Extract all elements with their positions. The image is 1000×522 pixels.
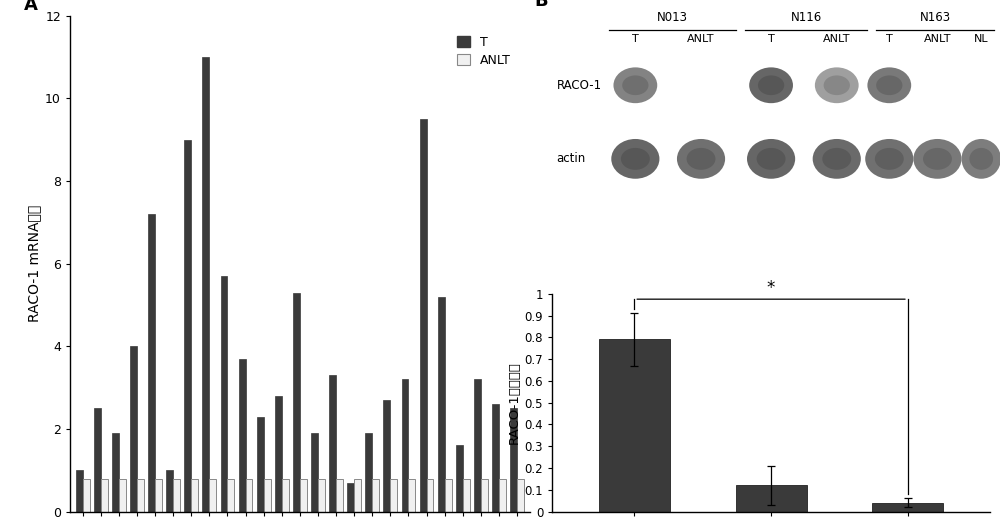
Bar [257, 417, 264, 512]
Bar [275, 396, 282, 512]
Bar [390, 479, 397, 512]
Bar [311, 433, 318, 512]
Text: N116: N116 [790, 10, 822, 23]
Text: A: A [24, 0, 38, 14]
Text: NL: NL [974, 33, 989, 43]
Ellipse shape [865, 139, 913, 179]
Text: *: * [767, 279, 775, 297]
Ellipse shape [822, 148, 851, 170]
Bar [239, 359, 246, 512]
Bar [510, 408, 517, 512]
Bar [191, 479, 198, 512]
Bar [336, 479, 343, 512]
Bar [300, 479, 307, 512]
Bar [463, 479, 470, 512]
Bar [492, 404, 499, 512]
Bar [599, 339, 670, 512]
Ellipse shape [747, 139, 795, 179]
Bar [354, 479, 361, 512]
Bar [365, 433, 372, 512]
Bar [456, 445, 463, 512]
Bar [227, 479, 234, 512]
Bar [282, 479, 289, 512]
Bar [209, 479, 216, 512]
Text: ANLT: ANLT [687, 33, 715, 43]
Bar [383, 400, 390, 512]
Bar [736, 485, 807, 512]
Bar [872, 503, 943, 512]
Bar [184, 140, 191, 512]
Legend: T, ANLT: T, ANLT [453, 32, 514, 70]
Bar [119, 479, 126, 512]
Ellipse shape [621, 148, 650, 170]
Y-axis label: RACO-1 mRNA水平: RACO-1 mRNA水平 [27, 205, 41, 322]
Bar [137, 479, 144, 512]
Ellipse shape [622, 75, 648, 95]
Bar [221, 276, 227, 512]
Ellipse shape [923, 148, 952, 170]
Text: T: T [768, 33, 774, 43]
Text: B: B [535, 0, 548, 10]
Ellipse shape [913, 139, 962, 179]
Text: N163: N163 [920, 10, 951, 23]
Ellipse shape [749, 67, 793, 103]
Bar [372, 479, 379, 512]
Text: T: T [632, 33, 639, 43]
Bar [83, 479, 90, 512]
Bar [445, 479, 452, 512]
Bar [481, 479, 488, 512]
Bar [438, 296, 445, 512]
Bar [347, 483, 354, 512]
Bar [173, 479, 180, 512]
Bar [329, 375, 336, 512]
Bar [293, 292, 300, 512]
Ellipse shape [611, 139, 659, 179]
Text: ANLT: ANLT [924, 33, 951, 43]
Ellipse shape [867, 67, 911, 103]
Text: actin: actin [557, 152, 586, 165]
Ellipse shape [962, 139, 1000, 179]
Bar [94, 408, 101, 512]
Ellipse shape [687, 148, 715, 170]
Bar [101, 479, 108, 512]
Bar [517, 479, 524, 512]
Bar [499, 479, 506, 512]
Bar [402, 379, 408, 512]
Text: N013: N013 [657, 10, 688, 23]
Y-axis label: RACO-1蛋白水平: RACO-1蛋白水平 [507, 361, 520, 444]
Bar [420, 119, 427, 512]
Bar [408, 479, 415, 512]
Bar [202, 57, 209, 512]
Ellipse shape [758, 75, 784, 95]
Bar [166, 470, 173, 512]
Bar [112, 433, 119, 512]
Text: RACO-1: RACO-1 [557, 79, 602, 92]
Bar [148, 214, 155, 512]
Text: ANLT: ANLT [823, 33, 851, 43]
Ellipse shape [813, 139, 861, 179]
Ellipse shape [677, 139, 725, 179]
Ellipse shape [876, 75, 902, 95]
Bar [474, 379, 481, 512]
Ellipse shape [757, 148, 786, 170]
Ellipse shape [875, 148, 904, 170]
Bar [246, 479, 252, 512]
Bar [76, 470, 83, 512]
Bar [427, 479, 433, 512]
Bar [318, 479, 325, 512]
Bar [264, 479, 271, 512]
Ellipse shape [613, 67, 657, 103]
Ellipse shape [969, 148, 993, 170]
Bar [155, 479, 162, 512]
Ellipse shape [824, 75, 850, 95]
Text: T: T [886, 33, 893, 43]
Bar [130, 346, 137, 512]
Ellipse shape [815, 67, 859, 103]
